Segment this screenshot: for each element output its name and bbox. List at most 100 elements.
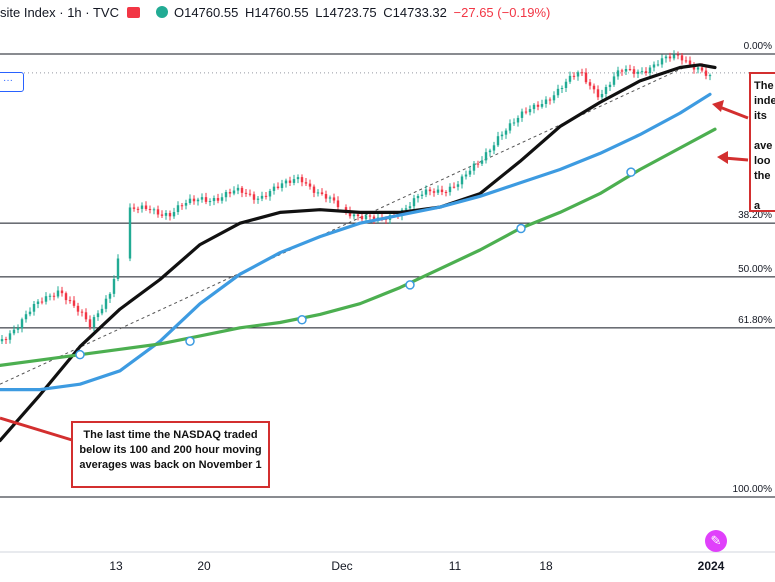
candle-body xyxy=(580,72,584,74)
candle-body xyxy=(440,189,444,193)
candle-body xyxy=(44,296,48,302)
candle-body xyxy=(88,319,92,328)
candle-body xyxy=(620,70,624,72)
candle-body xyxy=(184,203,188,206)
candle-body xyxy=(444,192,448,194)
annotation-arrow-blue xyxy=(716,104,749,120)
candle-body xyxy=(24,314,28,320)
candle-body xyxy=(584,72,588,83)
visibility-icon[interactable] xyxy=(155,6,168,18)
candle-body xyxy=(256,198,260,200)
candle-body xyxy=(220,197,224,201)
candle-body xyxy=(456,184,460,187)
candle-body xyxy=(324,194,328,199)
candle-body xyxy=(216,198,220,201)
candle-body xyxy=(48,295,52,297)
x-tick-label: 11 xyxy=(448,559,462,573)
legend-high: H14760.55 xyxy=(244,5,309,20)
candle-body xyxy=(264,195,268,197)
candle-body xyxy=(272,186,276,191)
candle-body xyxy=(536,104,540,107)
candle-body xyxy=(612,76,616,85)
candle-body xyxy=(496,136,500,146)
scale-button[interactable]: ··· xyxy=(0,72,24,92)
candle-body xyxy=(488,150,492,153)
candle-body xyxy=(224,192,228,198)
candle-body xyxy=(152,209,156,211)
flag-icon[interactable] xyxy=(126,7,140,18)
candle-body xyxy=(436,189,440,193)
candle-body xyxy=(132,207,136,209)
candle-body xyxy=(672,54,676,59)
candle-body xyxy=(708,75,712,77)
candle-body xyxy=(92,317,96,328)
candle-body xyxy=(28,311,32,315)
annotation-arrow-nov1 xyxy=(0,416,73,442)
candle-body xyxy=(212,198,216,202)
candle-body xyxy=(468,170,472,175)
candle-body xyxy=(68,300,72,302)
candle-body xyxy=(280,183,284,188)
candle-body xyxy=(36,301,40,305)
candle-body xyxy=(476,163,480,165)
candle-body xyxy=(356,214,360,217)
candle-body xyxy=(192,198,196,202)
fib-level-label: 50.00% xyxy=(738,263,772,275)
candle-body xyxy=(696,67,700,70)
annotation-arrowhead-blue xyxy=(712,100,724,112)
candle-body xyxy=(648,67,652,74)
candle-body xyxy=(208,201,212,203)
candle-body xyxy=(168,213,172,217)
candle-body xyxy=(424,189,428,195)
candle-body xyxy=(676,54,680,56)
candle-body xyxy=(228,192,232,194)
candle-body xyxy=(328,197,332,199)
legend-low: L14723.75 xyxy=(315,5,377,20)
candle-body xyxy=(552,95,556,101)
x-tick-label: Dec xyxy=(331,559,353,573)
ma-marker-point xyxy=(626,167,636,177)
candle-body xyxy=(688,60,692,65)
candle-body xyxy=(528,109,532,113)
ma-blue-line xyxy=(0,92,712,392)
candle-body xyxy=(608,84,612,88)
candle-body xyxy=(232,190,236,194)
candle-body xyxy=(116,258,120,279)
candle-body xyxy=(336,200,340,208)
candle-body xyxy=(96,313,100,318)
candle-body xyxy=(104,298,108,309)
candle-body xyxy=(560,87,564,89)
candle-body xyxy=(8,333,12,340)
candle-body xyxy=(188,198,192,204)
ma-black-line xyxy=(0,63,717,443)
candle-body xyxy=(572,75,576,77)
candle-body xyxy=(144,205,148,210)
candle-body xyxy=(532,104,536,110)
annotation-arrowhead-green xyxy=(717,151,728,164)
tradingview-logo-icon[interactable]: ✎ xyxy=(705,530,727,552)
candle-body xyxy=(524,111,528,113)
candle-body xyxy=(636,71,640,74)
candle-body xyxy=(660,58,664,65)
candle-body xyxy=(288,180,292,183)
candle-body xyxy=(564,81,568,88)
candle-body xyxy=(52,295,56,297)
candle-body xyxy=(344,207,348,211)
candle-body xyxy=(644,71,648,74)
annotation-note-right[interactable]: The inde its ave loo the a xyxy=(749,72,775,212)
candle-body xyxy=(300,177,304,183)
fib-level-label: 61.80% xyxy=(738,314,772,326)
x-tick-label: 20 xyxy=(197,559,211,573)
candle-body xyxy=(160,214,164,216)
candle-body xyxy=(484,152,488,161)
candle-body xyxy=(704,70,708,76)
annotation-note-nov1[interactable]: The last time the NASDAQ traded below it… xyxy=(71,421,270,488)
candle-body xyxy=(616,70,620,77)
candle-body xyxy=(544,99,548,104)
candle-body xyxy=(296,177,300,180)
candle-body xyxy=(244,192,248,194)
symbol-name[interactable]: site Index · 1h · TVC xyxy=(0,5,119,20)
candle-body xyxy=(372,216,376,220)
